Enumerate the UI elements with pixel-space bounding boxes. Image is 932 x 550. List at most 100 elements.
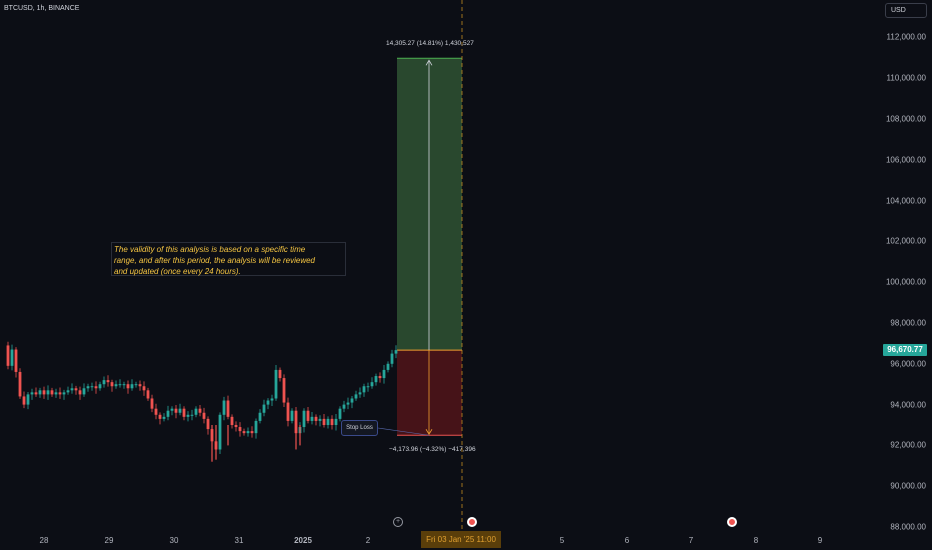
candle-body (10, 349, 14, 366)
candle-body (234, 425, 238, 428)
candle-body (142, 386, 146, 391)
candle-body (18, 371, 22, 397)
note-line-1: The validity of this analysis is based o… (114, 245, 306, 254)
candle-body (86, 386, 90, 389)
candle-body (354, 394, 358, 399)
price-tick-label: 102,000.00 (885, 236, 926, 246)
candle-body (374, 376, 378, 383)
candle-body (42, 390, 46, 395)
candle-body (186, 414, 190, 417)
candle-body (174, 408, 178, 413)
price-tick-label: 106,000.00 (885, 155, 926, 165)
candle-body (250, 431, 254, 434)
candle-body (386, 363, 390, 370)
candle-body (394, 350, 398, 354)
candle-body (322, 418, 326, 425)
event-flag-icon[interactable] (727, 517, 737, 527)
candle-body (102, 380, 106, 385)
candle-body (82, 388, 86, 395)
candle-body (218, 414, 222, 450)
candle-body (202, 412, 206, 419)
symbol-title: BTCUSD, 1h, BINANCE (4, 5, 80, 12)
loss-zone (397, 350, 462, 436)
candle-body (198, 408, 202, 413)
price-tick-label: 98,000.00 (890, 318, 926, 328)
candle-body (378, 376, 382, 379)
candle-body (362, 386, 366, 393)
candle-body (270, 398, 274, 401)
candle-body (30, 392, 34, 395)
candle-body (282, 378, 286, 403)
note-line-3: and updated (once every 24 hours). (114, 267, 241, 276)
candle-body (330, 418, 334, 425)
candle-body (146, 390, 150, 399)
event-flag-icon[interactable] (467, 517, 477, 527)
stop-callout-line (377, 427, 430, 436)
candle-body (130, 384, 134, 389)
currency-selector[interactable]: USD (885, 3, 927, 18)
chart-plot-area[interactable] (0, 0, 882, 530)
candle-body (26, 394, 30, 405)
candle-body (390, 353, 394, 364)
price-tick-label: 100,000.00 (885, 277, 926, 287)
time-tick-label: 7 (688, 536, 694, 545)
candle-body (158, 414, 162, 419)
candle-body (106, 380, 110, 383)
candle-body (58, 392, 62, 395)
candle-body (246, 431, 250, 434)
candle-body (90, 386, 94, 388)
candle-body (370, 382, 374, 387)
candle-body (206, 418, 210, 430)
price-tick-label: 96,000.00 (890, 359, 926, 369)
candle-body (350, 398, 354, 403)
candle-body (62, 392, 66, 395)
time-tick-label: 6 (624, 536, 630, 545)
stop-arrowhead (425, 429, 433, 436)
candle-body (38, 390, 42, 395)
note-line-2: range, and after this period, the analys… (114, 256, 315, 265)
price-tick-label: 94,000.00 (890, 400, 926, 410)
price-axis[interactable]: 112,000.00 110,000.00 108,000.00 106,000.00… (882, 0, 932, 532)
candle-body (110, 382, 114, 387)
candle-body (34, 392, 38, 395)
price-tick-label: 104,000.00 (885, 196, 926, 206)
candle-body (346, 402, 350, 405)
time-tick-label: 29 (104, 536, 114, 545)
candle-body (238, 427, 242, 432)
crosshair-date-tag: Fri 03 Jan '25 11:00 (421, 531, 501, 548)
time-tick-label: 2 (365, 536, 371, 545)
candle-body (166, 410, 170, 417)
candlestick-chart[interactable] (0, 0, 882, 530)
candle-body (242, 431, 246, 434)
add-icon[interactable]: + (393, 517, 403, 527)
candle-body (310, 416, 314, 421)
candle-body (302, 410, 306, 428)
candle-body (118, 384, 122, 386)
time-tick-label: 28 (39, 536, 49, 545)
candle-body (254, 420, 258, 434)
candle-body (190, 414, 194, 416)
candle-body (94, 386, 98, 389)
candle-body (290, 410, 294, 421)
candle-body (314, 416, 318, 421)
candle-body (382, 369, 386, 379)
candle-body (74, 388, 78, 391)
candle-body (286, 402, 290, 421)
price-tick-label: 112,000.00 (886, 32, 926, 42)
candle-body (14, 349, 18, 372)
candle-body (194, 408, 198, 415)
candle-body (342, 404, 346, 409)
price-tick-label: 92,000.00 (890, 440, 926, 450)
time-tick-label: 5 (559, 536, 565, 545)
time-tick-label: 9 (817, 536, 823, 545)
candle-body (266, 400, 270, 405)
candle-body (262, 404, 266, 413)
stop-loss-callout[interactable]: Stop Loss (341, 420, 378, 436)
target-label: 14,305.27 (14.81%) 1,430,527 (386, 40, 474, 47)
candle-body (338, 408, 342, 419)
candle-body (150, 398, 154, 409)
target-arrowhead (425, 59, 433, 66)
candle-body (306, 410, 310, 421)
candle-body (126, 384, 130, 389)
candle-body (22, 396, 26, 405)
